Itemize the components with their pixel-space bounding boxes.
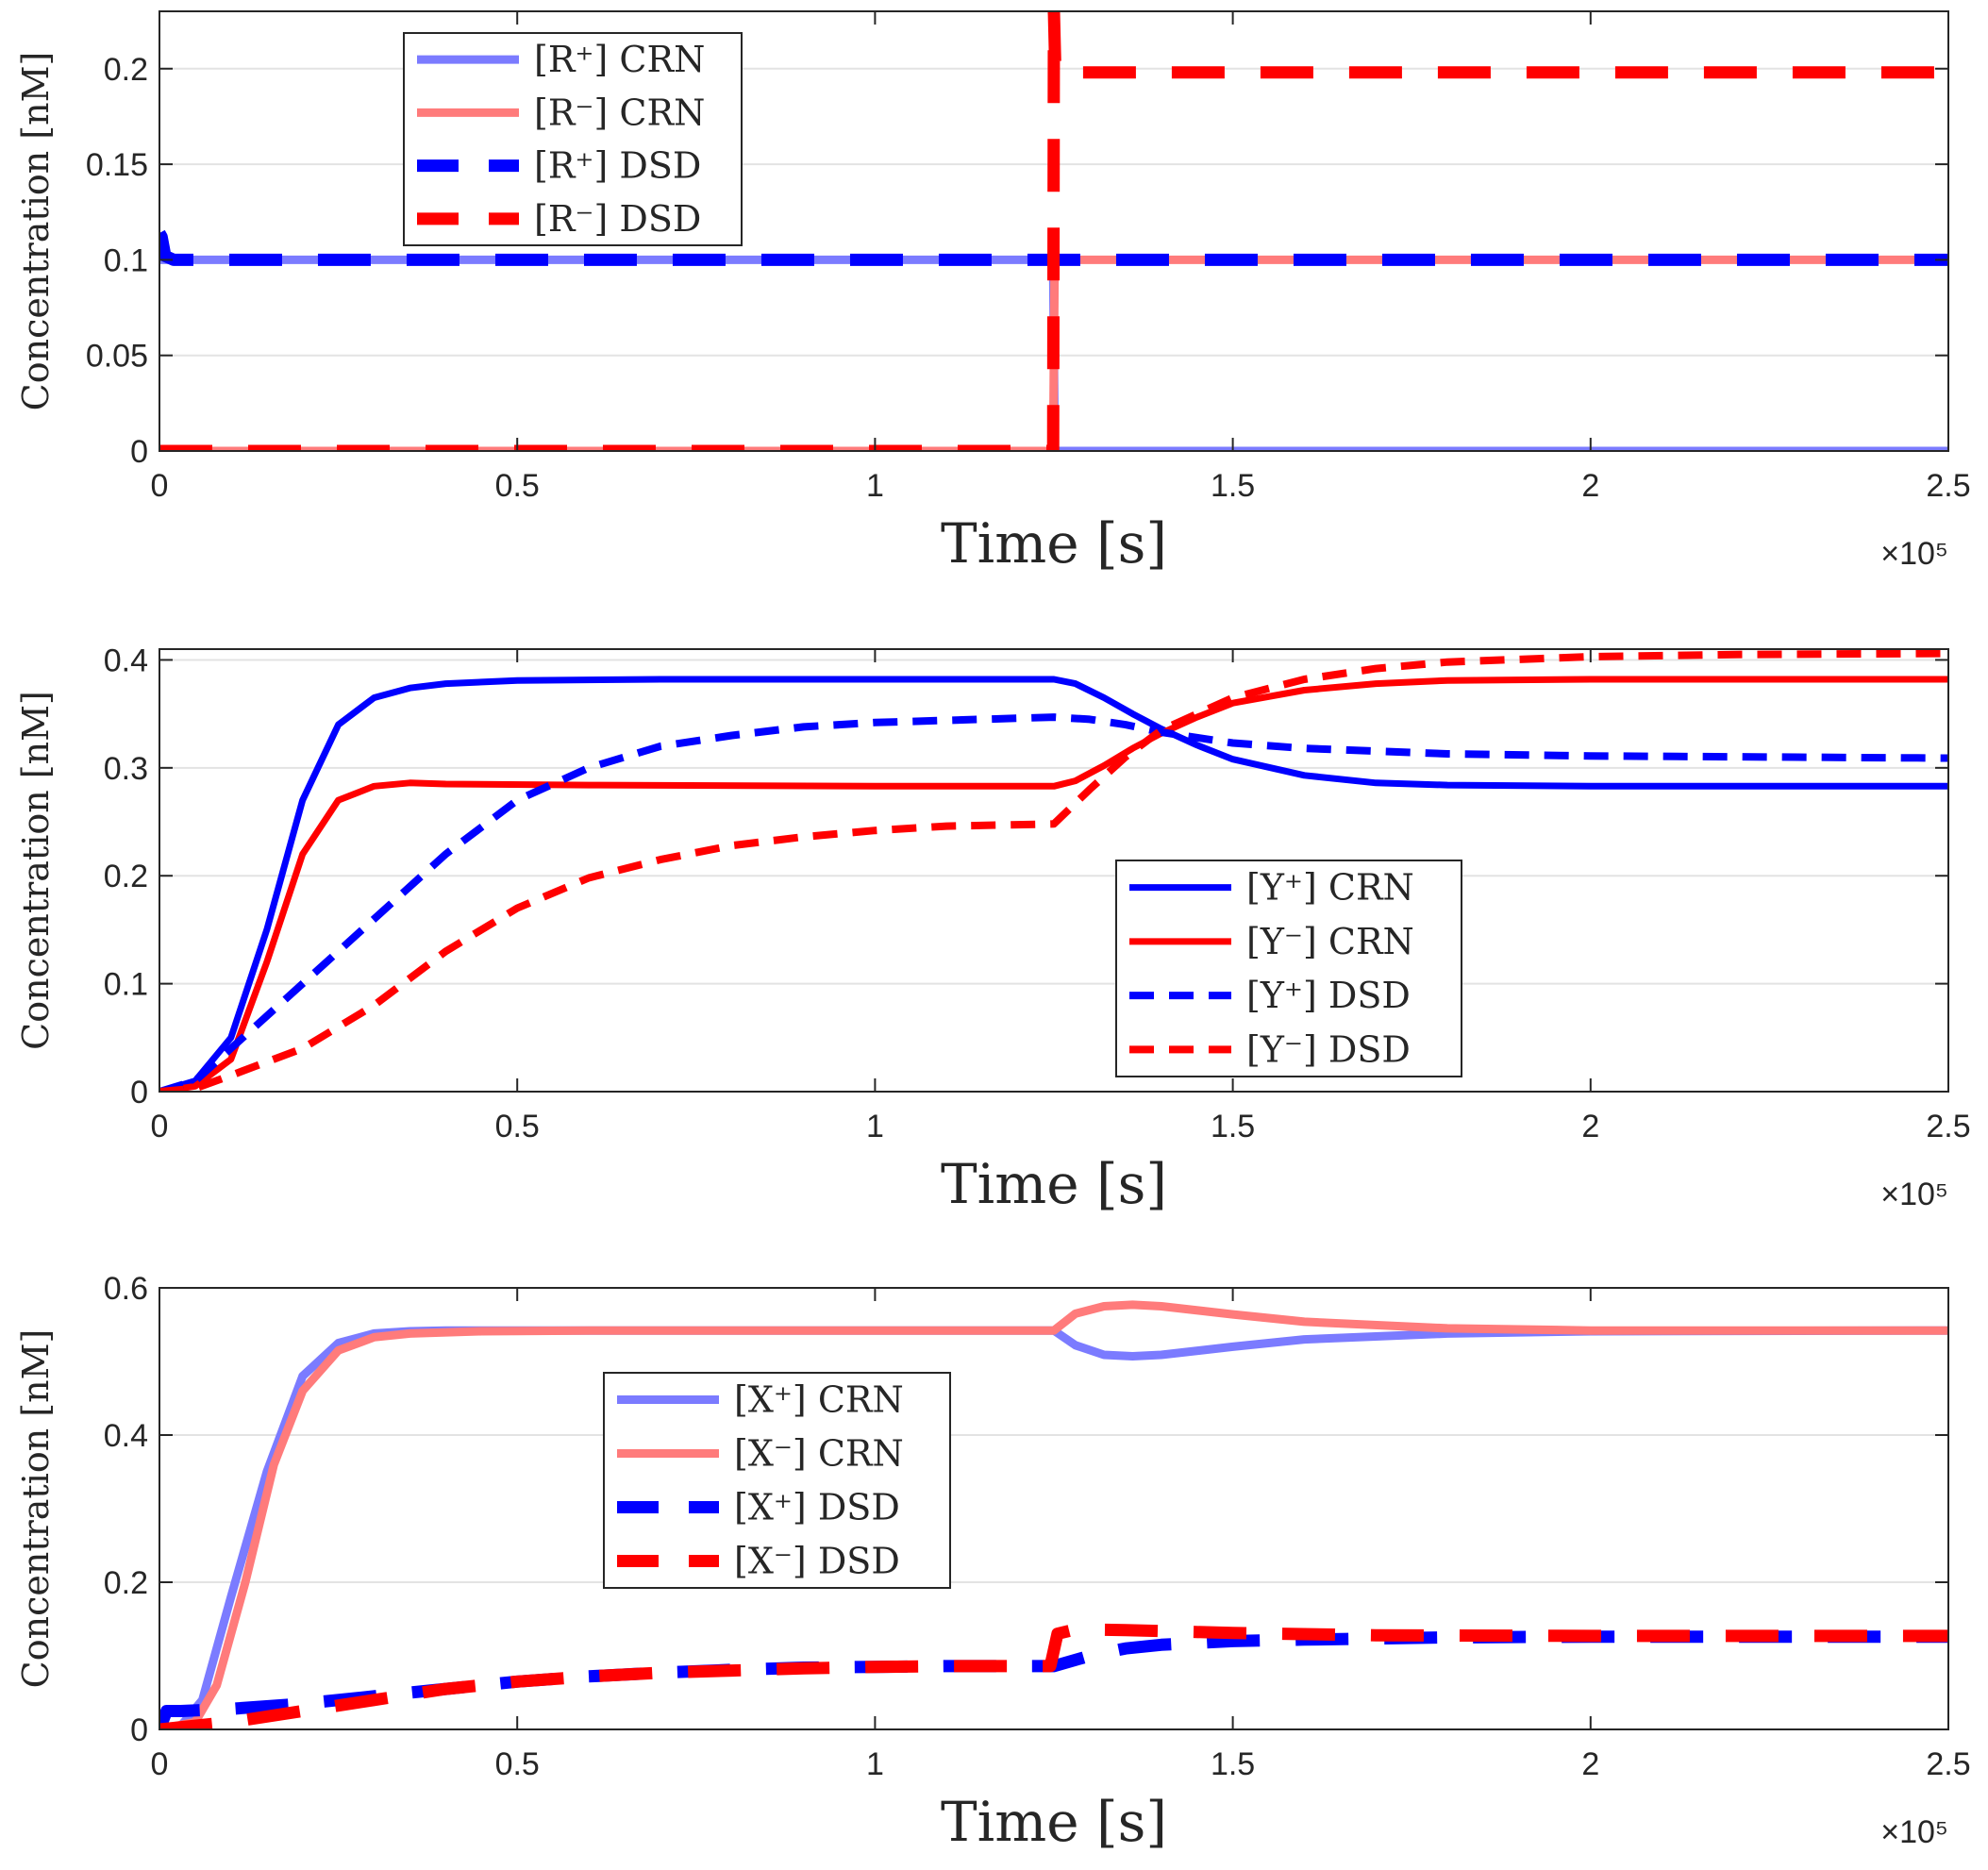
series-group	[159, 649, 1948, 1092]
legend-label-1: [Y⁻] CRN	[1246, 921, 1414, 962]
y-tick-label: 0.2	[104, 859, 148, 894]
legend-label-2: [Y⁺] DSD	[1246, 975, 1411, 1016]
x-tick-label: 1	[866, 1109, 884, 1144]
y-tick-label: 0.1	[104, 967, 148, 1003]
y-tick-label: 0	[130, 434, 148, 470]
axes-box	[159, 10, 1949, 452]
legend-label-1: [R⁻] CRN	[534, 92, 705, 133]
x-tick-label: 2	[1581, 1109, 1599, 1144]
legend-label-3: [R⁻] DSD	[534, 198, 701, 240]
y-tick-label: 0	[130, 1075, 148, 1110]
legend-label-0: [Y⁺] CRN	[1246, 867, 1414, 909]
y-axis-label: Concentration [nM]	[15, 52, 57, 411]
series-line-1	[159, 676, 1948, 1092]
legend: [Y⁺] CRN [Y⁻] CRN [Y⁺] DSD [Y⁻] DSD	[1115, 860, 1462, 1077]
y-tick-label: 0.6	[104, 1271, 148, 1307]
y-tick-label: 0.05	[86, 339, 148, 375]
x-tick-label: 0.5	[495, 1109, 540, 1144]
series-line-3	[159, 649, 1948, 1092]
series-line-0	[159, 676, 1948, 1092]
x-tick-label: 1.5	[1211, 1109, 1255, 1144]
series-group	[159, 11, 1948, 451]
x-tick-label: 0	[151, 1746, 169, 1782]
x-tick-label: 0.5	[495, 468, 540, 504]
x-axis-label: Time [s]	[941, 511, 1167, 576]
y-tick-label: 0.4	[104, 643, 148, 678]
series-line-2	[159, 229, 1948, 266]
legend-box	[603, 1372, 951, 1589]
y-tick-label: 0	[130, 1712, 148, 1748]
x-exponent-label: ×10⁵	[1880, 1814, 1948, 1850]
x-tick-label: 0.5	[495, 1746, 540, 1782]
x-axis-label: Time [s]	[941, 1152, 1167, 1216]
panel-y: 0 0.5 1 1.5 2 2.5 0 0.1 0.2 0.3 0.4 Concentration […	[15, 643, 1971, 1216]
series-line-1	[159, 1300, 1948, 1729]
axes-box	[159, 648, 1949, 1093]
x-exponent-label: ×10⁵	[1880, 536, 1948, 572]
legend-box	[403, 32, 743, 246]
x-tick-label: 2.5	[1926, 468, 1970, 504]
legend-label-0: [X⁺] CRN	[734, 1379, 904, 1421]
x-exponent-label: ×10⁵	[1880, 1177, 1948, 1212]
legend-label-0: [R⁺] CRN	[534, 39, 705, 80]
y-tick-label: 0.15	[86, 147, 148, 183]
legend-label-1: [X⁻] CRN	[734, 1433, 904, 1475]
x-tick-label: 1.5	[1211, 1746, 1255, 1782]
panel-r: 0 0.5 1 1.5 2 2.5 0 0.05 0.1 0.15 0.2 Concentration…	[15, 10, 1971, 576]
series-line-3	[159, 1623, 1948, 1729]
y-tick-label: 0.3	[104, 751, 148, 787]
y-tick-label: 0.2	[104, 1565, 148, 1601]
y-tick-label: 0.2	[104, 52, 148, 88]
axes-box	[159, 1287, 1949, 1730]
x-tick-label: 2	[1581, 468, 1599, 504]
legend-label-3: [Y⁻] DSD	[1246, 1028, 1411, 1070]
legend: [X⁺] CRN [X⁻] CRN [X⁺] DSD [X⁻] DSD	[603, 1372, 951, 1589]
x-tick-label: 0	[151, 1109, 169, 1144]
legend-box	[1115, 860, 1462, 1077]
panel-x: 0 0.5 1 1.5 2 2.5 0 0.2 0.4 0.6 Concentration [nM]…	[15, 1271, 1971, 1854]
series-group	[159, 1300, 1948, 1729]
y-tick-label: 0.1	[104, 242, 148, 278]
x-tick-label: 1	[866, 1746, 884, 1782]
legend-label-3: [X⁻] DSD	[734, 1541, 900, 1582]
x-tick-label: 1	[866, 468, 884, 504]
legend-label-2: [R⁺] DSD	[534, 145, 701, 187]
x-axis-label: Time [s]	[941, 1790, 1167, 1854]
plot-area	[159, 649, 1948, 1092]
legend: [R⁺] CRN [R⁻] CRN [R⁺] DSD [R⁻] DSD	[403, 32, 743, 246]
x-tick-label: 2	[1581, 1746, 1599, 1782]
y-tick-label: 0.4	[104, 1418, 148, 1454]
series-line-2	[159, 713, 1948, 1092]
x-tick-label: 2.5	[1926, 1109, 1970, 1144]
x-tick-label: 0	[151, 468, 169, 504]
y-axis-label: Concentration [nM]	[15, 691, 57, 1050]
series-line-3	[159, 11, 1948, 451]
y-axis-label: Concentration [nM]	[15, 1329, 57, 1689]
legend-label-2: [X⁺] DSD	[734, 1487, 900, 1528]
x-tick-label: 1.5	[1211, 468, 1255, 504]
x-tick-label: 2.5	[1926, 1746, 1970, 1782]
